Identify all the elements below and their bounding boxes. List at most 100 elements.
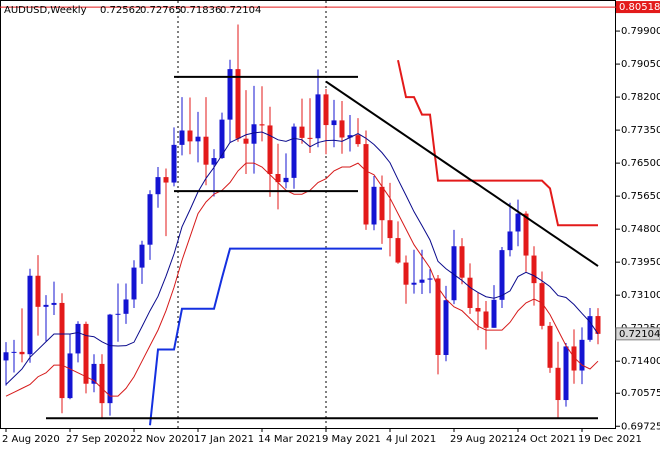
high-price-label: 0.80518 — [619, 2, 660, 13]
candle-body — [579, 339, 585, 371]
candle-body — [347, 135, 353, 138]
candle-body — [291, 126, 297, 178]
x-tick-label: 24 Oct 2021 — [514, 434, 576, 445]
ohlc-low: 0.71836 — [180, 5, 221, 16]
overlay-line — [325, 80, 599, 267]
y-tick-label: 0.79050 — [621, 59, 660, 70]
candle-body — [171, 144, 177, 183]
candle-body — [51, 302, 57, 305]
candle-body — [459, 246, 465, 278]
candle-body — [379, 186, 385, 221]
candle-body — [275, 173, 281, 183]
candle-body — [163, 177, 169, 183]
overlay-line — [397, 59, 598, 227]
x-tick-label: 14 Mar 2021 — [258, 434, 321, 445]
candle-body — [571, 346, 577, 371]
candle-body — [91, 363, 97, 384]
candle-body — [19, 351, 25, 355]
candle-body — [27, 275, 33, 355]
x-tick-label: 22 Nov 2020 — [130, 434, 194, 445]
candle-body — [99, 363, 105, 404]
candle-body — [539, 283, 545, 326]
overlay-line — [5, 162, 599, 397]
candle-body — [43, 304, 49, 307]
y-tick-label: 0.79900 — [621, 26, 660, 37]
overlay-line — [5, 131, 599, 385]
candle-body — [35, 275, 41, 307]
candle-body — [131, 267, 137, 300]
candle-body — [411, 282, 417, 285]
candle-body — [243, 138, 249, 144]
candle-body — [235, 69, 241, 139]
candle-body — [187, 130, 193, 142]
candle-body — [75, 323, 81, 354]
candle-body — [123, 299, 129, 314]
marks — [0, 6, 616, 426]
candle-body — [59, 302, 65, 399]
candle-body — [323, 94, 329, 126]
candle-body — [555, 367, 561, 401]
candle-body — [227, 69, 233, 120]
candle-body — [211, 158, 217, 165]
x-tick-label: 4 Jul 2021 — [386, 434, 436, 445]
y-tick-label: 0.70575 — [621, 388, 660, 399]
y-tick-label: 0.71400 — [621, 356, 660, 367]
candle-body — [387, 220, 393, 239]
y-tick-label: 0.78200 — [621, 92, 660, 103]
current-price-box — [615, 327, 660, 341]
candle-body — [467, 277, 473, 308]
candle-body — [11, 351, 17, 353]
candle-body — [507, 231, 513, 251]
symbol: AUDUSD,Weekly — [4, 5, 87, 16]
candle-body — [219, 119, 225, 159]
candle-body — [371, 186, 377, 225]
candle-body — [139, 244, 145, 268]
candle-body — [203, 136, 209, 165]
y-tick-label: 0.75650 — [621, 191, 660, 202]
candle-body — [491, 299, 497, 328]
candle-body — [499, 250, 505, 300]
x-tick-label: 19 Dec 2021 — [578, 434, 642, 445]
candle-body — [355, 135, 361, 145]
x-tick-label: 29 Aug 2021 — [450, 434, 514, 445]
y-tick-label: 0.69725 — [621, 421, 660, 432]
candle-body — [267, 125, 273, 174]
candle-body — [179, 130, 185, 145]
candle-body — [427, 278, 433, 280]
candle-body — [419, 279, 425, 283]
candle-body — [395, 238, 401, 263]
candle-body — [115, 313, 121, 315]
candle-body — [435, 278, 441, 355]
candle-body — [483, 311, 489, 328]
x-tick-label: 9 May 2021 — [322, 434, 381, 445]
x-tick-label: 27 Sep 2020 — [66, 434, 129, 445]
candle-body — [315, 94, 321, 139]
candle-body — [563, 346, 569, 401]
x-tick-label: 2 Aug 2020 — [2, 434, 60, 445]
candle-body — [547, 325, 553, 368]
current-price-label: 0.72104 — [619, 329, 660, 340]
candle-body — [259, 124, 265, 126]
candle-body — [451, 246, 457, 301]
candle-body — [595, 316, 601, 334]
ohlc-open: 0.72562 — [100, 5, 141, 16]
ohlc-high: 0.72765 — [140, 5, 181, 16]
candle-body — [363, 144, 369, 225]
candle-body — [587, 316, 593, 340]
candle-body — [67, 353, 73, 399]
overlay-line — [149, 247, 382, 426]
candle-body — [443, 300, 449, 355]
candle-body — [195, 136, 201, 142]
candle-body — [3, 352, 9, 361]
y-tick-label: 0.77350 — [621, 125, 660, 136]
candle-body — [251, 124, 257, 144]
y-tick-label: 0.74800 — [621, 224, 660, 235]
candle-body — [515, 213, 521, 232]
candle-body — [299, 126, 305, 138]
candle-body — [403, 262, 409, 285]
candle-body — [523, 213, 529, 256]
candle-body — [339, 120, 345, 138]
